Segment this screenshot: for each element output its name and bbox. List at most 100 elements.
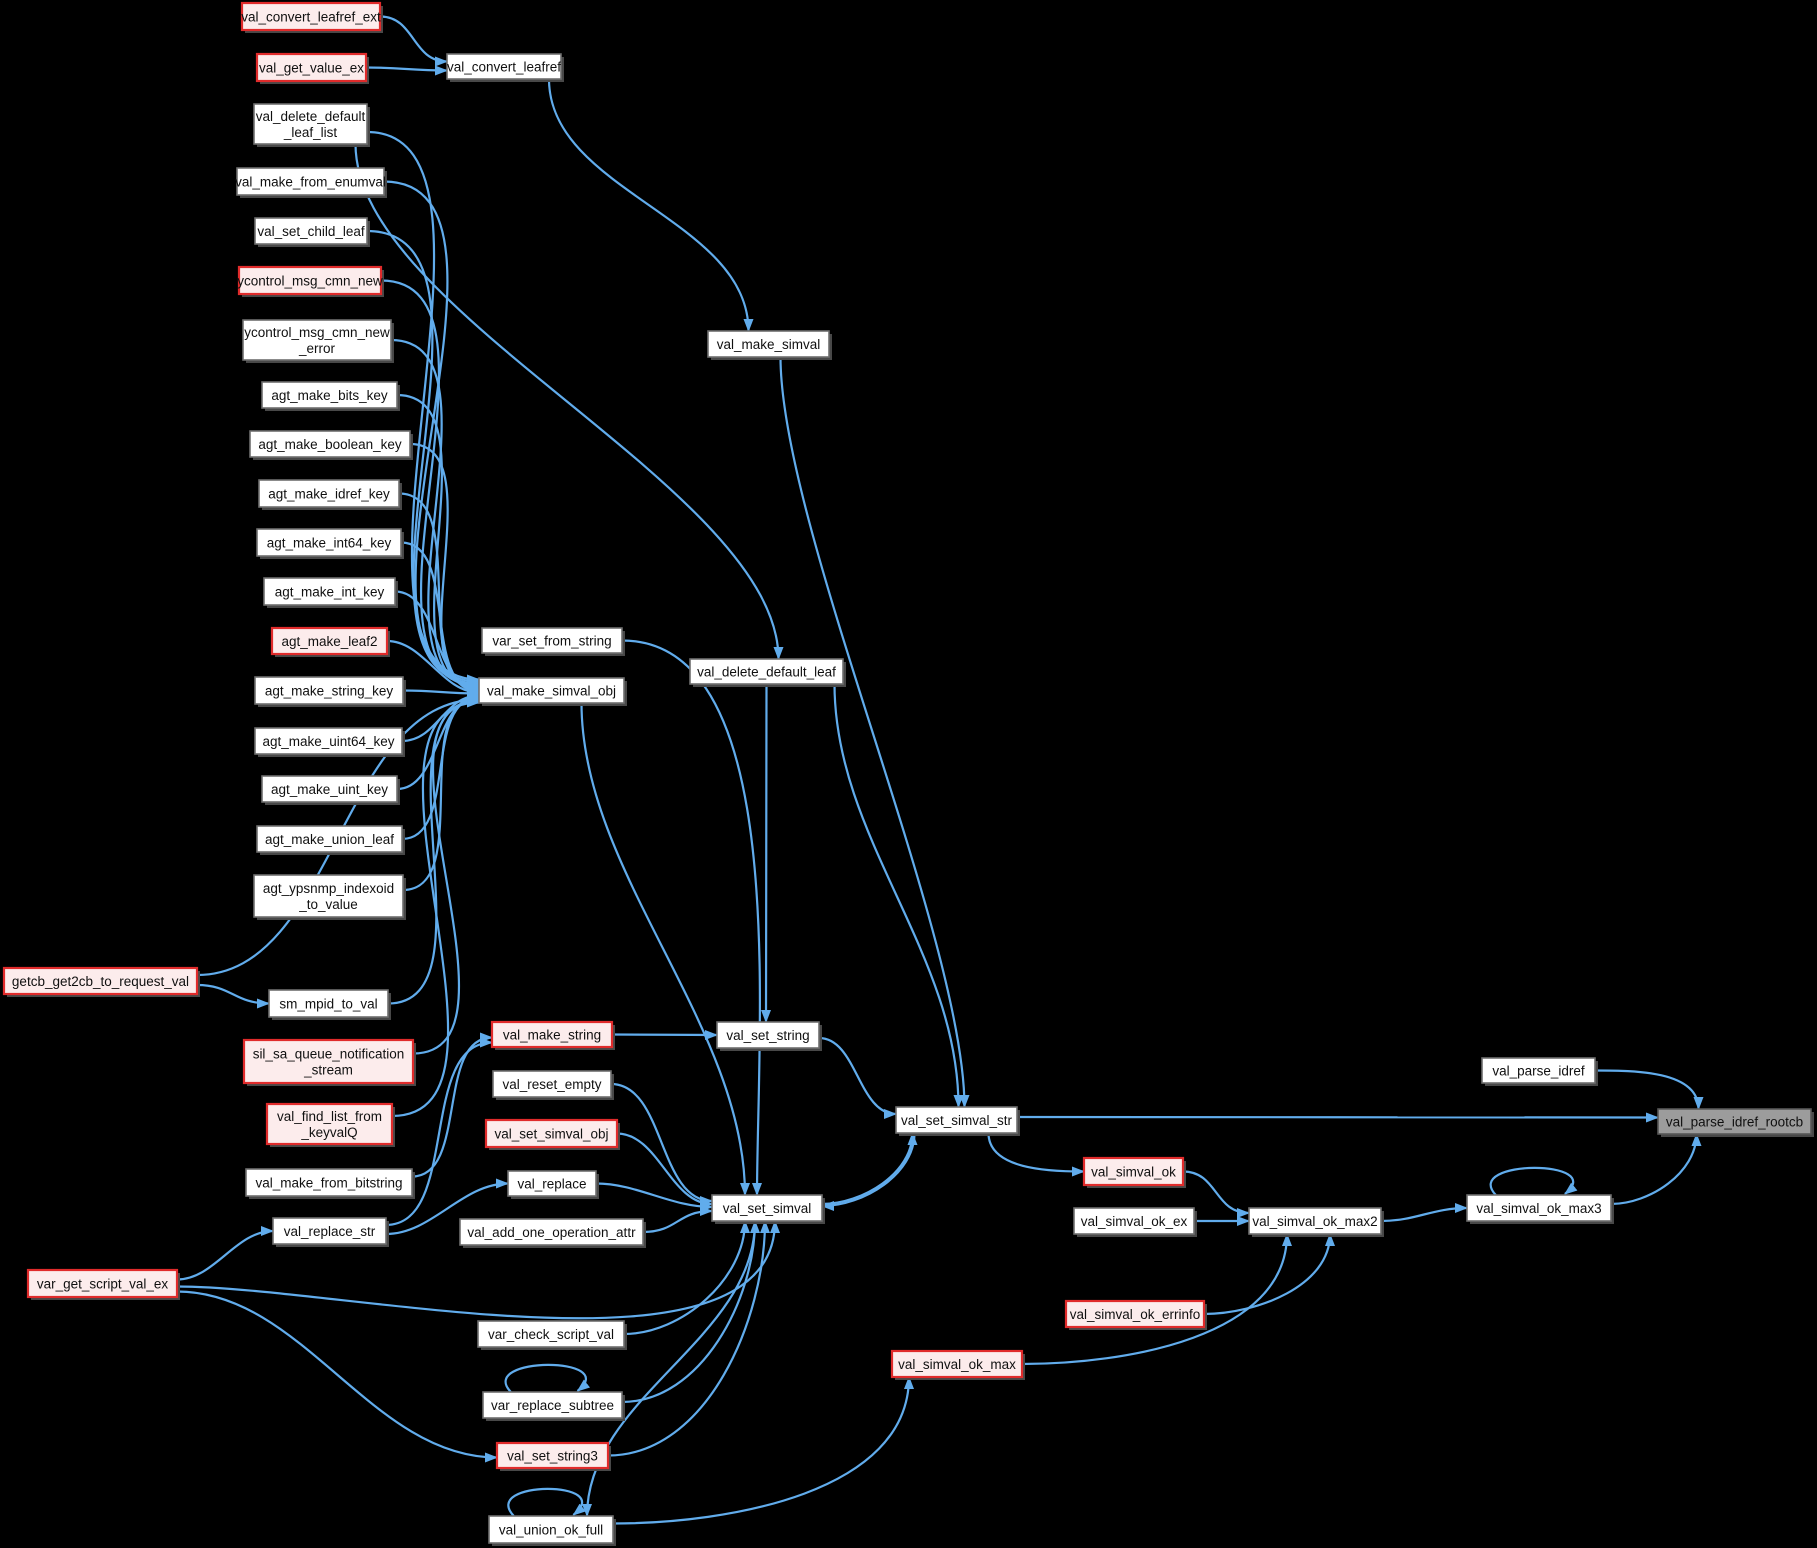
- edge-vokm3-rootcb: [1610, 1133, 1702, 1206]
- node-vsv[interactable]: val_set_simval: [711, 1194, 825, 1224]
- node-scl[interactable]: val_set_child_leaf: [254, 217, 370, 247]
- node-vpi[interactable]: val_parse_idref: [1481, 1057, 1598, 1086]
- node-box: [689, 658, 844, 685]
- node-box: [492, 1070, 612, 1098]
- node-box: [254, 217, 368, 245]
- node-gve[interactable]: val_get_value_ex: [255, 52, 369, 84]
- node-ypsnmp[interactable]: agt_ypsnmp_indexoid _to_value: [253, 874, 406, 920]
- node-box: [1481, 1057, 1596, 1084]
- node-box: [895, 1106, 1018, 1134]
- node-vre[interactable]: val_reset_empty: [492, 1070, 614, 1100]
- node-label: val_convert_leafref: [447, 59, 561, 74]
- node-vmso[interactable]: val_make_simval_obj: [478, 677, 627, 706]
- node-vrsub[interactable]: var_replace_subtree: [482, 1391, 625, 1421]
- node-uleaf[interactable]: agt_make_union_leaf: [256, 825, 405, 855]
- node-vokm3[interactable]: val_simval_ok_max3: [1466, 1194, 1614, 1224]
- node-vokerr[interactable]: val_simval_ok_errinfo: [1064, 1299, 1207, 1330]
- node-vmfb[interactable]: val_make_from_bitstring: [245, 1168, 415, 1199]
- node-box: [446, 53, 562, 80]
- edge-vcsv-vsv: [623, 1220, 750, 1336]
- node-vrepl[interactable]: val_replace: [507, 1170, 599, 1199]
- node-vrstr[interactable]: val_replace_str: [272, 1217, 389, 1247]
- node-bool[interactable]: agt_make_boolean_key: [249, 430, 413, 460]
- node-vcsv[interactable]: var_check_script_val: [477, 1320, 627, 1350]
- node-vuof[interactable]: val_union_ok_full: [488, 1515, 616, 1546]
- node-ikey[interactable]: agt_make_int_key: [263, 577, 398, 608]
- node-box: [495, 1441, 610, 1470]
- node-mfe[interactable]: val_make_from_enumval: [235, 167, 387, 198]
- node-box: [256, 528, 402, 557]
- node-label: val_get_value_ex: [259, 60, 364, 75]
- node-vflk[interactable]: val_find_list_from _keyvalQ: [265, 1102, 395, 1147]
- node-box: [261, 381, 398, 409]
- node-box: [249, 430, 411, 458]
- edge-vddl-sss: [833, 683, 964, 1108]
- edge-vsv-vuof: [582, 1220, 757, 1517]
- node-vaooa[interactable]: val_add_one_operation_attr: [459, 1218, 646, 1248]
- node-sss[interactable]: val_set_simval_str: [895, 1106, 1020, 1136]
- edge-vmstr-vsetstr: [611, 1029, 718, 1040]
- node-cle[interactable]: val_convert_leafref_ext: [240, 1, 383, 33]
- edge-sss-vsv: [821, 1132, 916, 1211]
- edge-vokm3-vokm3: [1489, 1166, 1578, 1196]
- node-box: [1073, 1207, 1195, 1235]
- node-smmpid[interactable]: sm_mpid_to_val: [268, 989, 391, 1020]
- node-vgsve[interactable]: var_get_script_val_ex: [26, 1268, 180, 1300]
- node-label: val_make_simval: [717, 337, 821, 352]
- node-cl[interactable]: val_convert_leafref: [446, 53, 564, 82]
- edge-vrsub-vsv: [621, 1220, 760, 1404]
- edge-vokm2-vokm3: [1380, 1203, 1468, 1223]
- node-label: val_make_simval_obj: [487, 683, 616, 698]
- node-ddll[interactable]: val_delete_default _leaf_list: [253, 103, 370, 147]
- node-box: [482, 1391, 623, 1419]
- edge-vuof-vokmax: [612, 1376, 914, 1525]
- node-label: var_replace_subtree: [491, 1398, 614, 1413]
- node-strkey[interactable]: agt_make_string_key: [254, 676, 406, 707]
- node-label: val_simval_ok: [1091, 1164, 1176, 1179]
- node-label: val_make_from_bitstring: [255, 1175, 402, 1190]
- node-box: [1248, 1207, 1382, 1235]
- node-vokm2[interactable]: val_simval_ok_max2: [1248, 1207, 1384, 1237]
- node-vsetstr[interactable]: val_set_string: [716, 1021, 822, 1051]
- edge-vsetstr-sss: [818, 1036, 897, 1119]
- node-silsa[interactable]: sil_sa_queue_notification _stream: [242, 1038, 416, 1086]
- node-box: [477, 1320, 625, 1348]
- edge-scl-vmso: [366, 229, 480, 689]
- node-box: [268, 989, 389, 1018]
- edge-vddl-vsetstr: [761, 683, 772, 1023]
- edge-sss-rootcb: [1016, 1112, 1659, 1123]
- node-u64[interactable]: agt_make_uint64_key: [254, 727, 405, 757]
- node-vokmax[interactable]: val_simval_ok_max: [890, 1349, 1025, 1380]
- node-label: agt_make_boolean_key: [258, 437, 402, 452]
- node-label: val_replace: [517, 1176, 586, 1191]
- node-label: sil_sa_queue_notification _stream: [253, 1047, 405, 1078]
- node-bits[interactable]: agt_make_bits_key: [261, 381, 400, 411]
- node-idref[interactable]: agt_make_idref_key: [258, 479, 402, 510]
- edge-vflk-vmso: [391, 697, 480, 1118]
- edge-vsfs-vsv: [621, 639, 763, 1196]
- node-label: val_simval_ok_ex: [1081, 1214, 1188, 1229]
- node-vs3[interactable]: val_set_string3: [495, 1441, 611, 1471]
- node-leaf2[interactable]: agt_make_leaf2: [270, 626, 390, 657]
- edge-vokerr-vokm2: [1203, 1233, 1335, 1316]
- node-box: [478, 677, 625, 704]
- node-box: [711, 1194, 823, 1222]
- node-ukey[interactable]: agt_make_uint_key: [261, 775, 400, 805]
- node-box: [242, 1038, 415, 1085]
- node-getcb[interactable]: getcb_get2cb_to_request_val: [2, 966, 200, 997]
- node-vmstr[interactable]: val_make_string: [490, 1020, 615, 1050]
- node-i64[interactable]: agt_make_int64_key: [256, 528, 404, 559]
- node-vok[interactable]: val_simval_ok: [1082, 1156, 1186, 1188]
- node-vokex[interactable]: val_simval_ok_ex: [1073, 1207, 1197, 1237]
- node-rootcb[interactable]: val_parse_idref_rootcb: [1657, 1108, 1814, 1137]
- edge-vmso-vsv: [580, 702, 750, 1196]
- node-vddl[interactable]: val_delete_default_leaf: [689, 658, 846, 687]
- node-ycn[interactable]: ycontrol_msg_cmn_new: [237, 265, 384, 297]
- node-ycne[interactable]: ycontrol_msg_cmn_new _error: [242, 319, 394, 363]
- node-vsfs[interactable]: var_set_from_string: [481, 627, 625, 656]
- node-box: [272, 1217, 387, 1245]
- node-vms[interactable]: val_make_simval: [707, 330, 832, 360]
- node-vsso[interactable]: val_set_simval_obj: [484, 1118, 620, 1150]
